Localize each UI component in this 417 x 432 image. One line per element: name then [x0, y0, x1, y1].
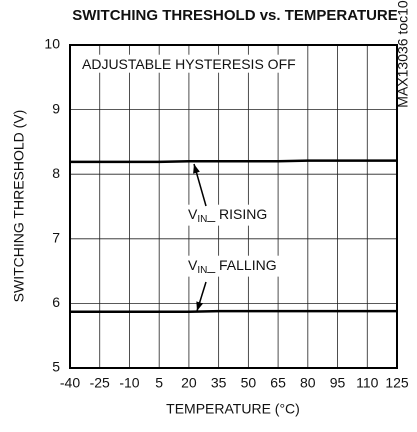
data-line	[70, 309, 397, 314]
y-tick-label: 9	[52, 100, 60, 116]
annotation-suffix: _ RISING	[206, 206, 267, 222]
y-tick-label: 10	[44, 36, 60, 52]
x-tick-label: -40	[60, 375, 80, 391]
data-line	[70, 159, 397, 164]
x-tick-label: 80	[300, 375, 316, 391]
arrow-head	[196, 301, 204, 311]
annotation-subscript: IN	[197, 214, 207, 225]
y-tick-label: 7	[52, 230, 60, 246]
annotation-text: V	[188, 206, 198, 222]
annotation-background	[185, 255, 280, 277]
x-tick-label: 20	[181, 375, 197, 391]
y-tick-label: 5	[52, 359, 60, 375]
plot-frame	[69, 44, 398, 369]
y-axis-label: SWITCHING THRESHOLD (V)	[11, 110, 27, 303]
x-tick-label: -25	[90, 375, 110, 391]
x-tick-label: 125	[385, 375, 409, 391]
annotation: VIN_ FALLING	[188, 257, 277, 276]
x-tick-label: 65	[270, 375, 286, 391]
annotation-background	[185, 204, 271, 226]
y-tick-label: 8	[52, 165, 60, 181]
x-tick-label: 5	[155, 375, 163, 391]
annotation-background	[79, 54, 299, 73]
annotation: ADJUSTABLE HYSTERESIS OFF	[82, 56, 296, 72]
x-tick-label: 110	[356, 375, 379, 391]
x-axis-label: TEMPERATURE (°C)	[166, 401, 300, 417]
chart-title: SWITCHING THRESHOLD vs. TEMPERATURE	[72, 7, 398, 24]
annotation-subscript: IN	[197, 265, 207, 276]
annotation-suffix: _ FALLING	[206, 257, 276, 273]
annotation-text: V	[188, 257, 198, 273]
y-tick-label: 6	[52, 294, 60, 310]
watermark: MAX13036 toc10	[395, 0, 411, 108]
x-tick-label: -10	[119, 375, 139, 391]
x-tick-label: 35	[211, 375, 227, 391]
x-tick-label: 95	[330, 375, 346, 391]
arrow-head	[193, 164, 200, 174]
annotation-text: ADJUSTABLE HYSTERESIS OFF	[82, 56, 296, 72]
annotation: VIN_ RISING	[188, 206, 267, 225]
x-tick-label: 50	[241, 375, 257, 391]
